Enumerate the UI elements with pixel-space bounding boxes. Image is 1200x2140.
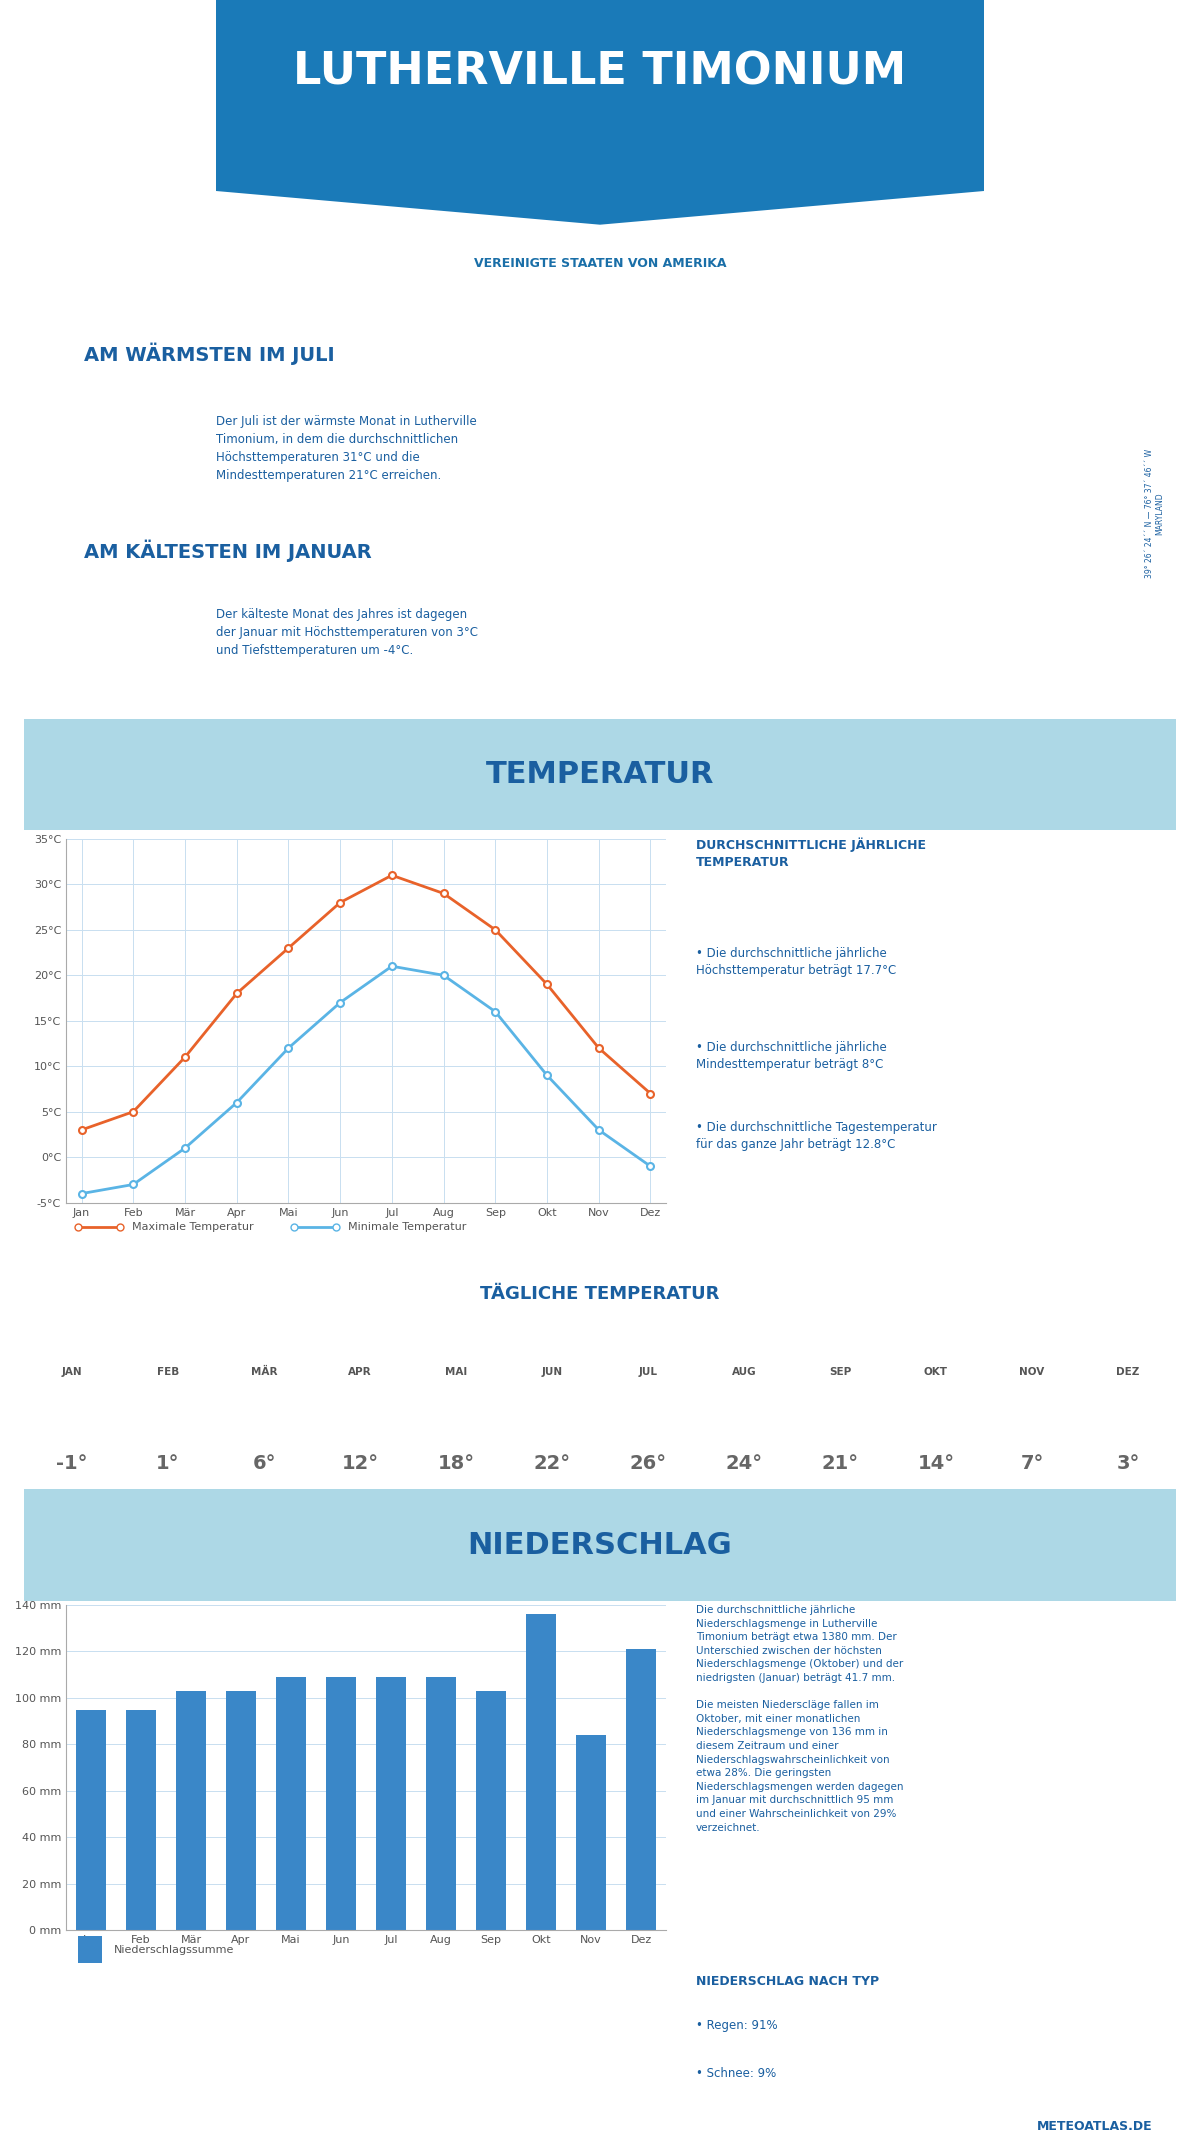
Text: 23%: 23%	[1016, 2035, 1048, 2048]
Text: NIEDERSCHLAG NACH TYP: NIEDERSCHLAG NACH TYP	[696, 1975, 880, 1988]
Text: • Schnee: 9%: • Schnee: 9%	[696, 2067, 776, 2080]
Text: MÄR: MÄR	[251, 1367, 277, 1376]
Text: TÄGLICHE TEMPERATUR: TÄGLICHE TEMPERATUR	[480, 1284, 720, 1303]
Text: 39° 26´ 24´´ N — 76° 37´ 46´´ W
MARYLAND: 39° 26´ 24´´ N — 76° 37´ 46´´ W MARYLAND	[1145, 449, 1165, 578]
Text: LUTHERVILLE TIMONIUM: LUTHERVILLE TIMONIUM	[294, 51, 906, 94]
Text: NIEDERSCHLAGSWAHRSCHEINLICHKEIT: NIEDERSCHLAGSWAHRSCHEINLICHKEIT	[469, 1984, 731, 1997]
Bar	[476, 1691, 506, 1930]
Text: DEZ: DEZ	[1116, 1367, 1140, 1376]
Text: JAN: JAN	[65, 2086, 79, 2095]
Text: 37%: 37%	[344, 2035, 376, 2048]
Text: 3°: 3°	[1116, 1455, 1140, 1472]
Text: Der Juli ist der wärmste Monat in Lutherville
Timonium, in dem die durchschnittl: Der Juli ist der wärmste Monat in Luther…	[216, 415, 476, 482]
Text: OKT: OKT	[924, 1367, 948, 1376]
Text: JUL: JUL	[638, 1367, 658, 1376]
Text: NOV: NOV	[1019, 1367, 1045, 1376]
Text: 7°: 7°	[1020, 1455, 1044, 1472]
Text: Minimale Temperatur: Minimale Temperatur	[348, 1222, 467, 1233]
Bar	[126, 1710, 156, 1930]
Bar	[276, 1678, 306, 1930]
Text: 26°: 26°	[630, 1455, 666, 1472]
Text: 34%: 34%	[536, 2035, 568, 2048]
Bar	[626, 1650, 656, 1930]
Bar	[226, 1691, 256, 1930]
Text: VEREINIGTE STAATEN VON AMERIKA: VEREINIGTE STAATEN VON AMERIKA	[474, 257, 726, 270]
Text: MÄR: MÄR	[254, 2086, 274, 2095]
Text: 21°: 21°	[822, 1455, 858, 1472]
Text: AUG: AUG	[734, 2086, 754, 2095]
Text: 37%: 37%	[440, 2035, 472, 2048]
Text: JAN: JAN	[61, 1367, 83, 1376]
Text: 25%: 25%	[728, 2035, 760, 2048]
Text: 22°: 22°	[534, 1455, 570, 1472]
Text: 6°: 6°	[252, 1455, 276, 1472]
Text: Maximale Temperatur: Maximale Temperatur	[132, 1222, 253, 1233]
Text: DEZ: DEZ	[1120, 2086, 1136, 2095]
Bar	[76, 1710, 106, 1930]
Text: SEP: SEP	[832, 2086, 848, 2095]
Text: 18°: 18°	[438, 1455, 474, 1472]
Text: Niederschlagssumme: Niederschlagssumme	[114, 1945, 234, 1954]
Text: APR: APR	[352, 2086, 368, 2095]
Bar	[526, 1614, 556, 1930]
FancyBboxPatch shape	[0, 1485, 1200, 1605]
Bar	[576, 1736, 606, 1930]
Text: DURCHSCHNITTLICHE JÄHRLICHE
TEMPERATUR: DURCHSCHNITTLICHE JÄHRLICHE TEMPERATUR	[696, 837, 926, 869]
Text: NOV: NOV	[1022, 2086, 1042, 2095]
Text: 24°: 24°	[726, 1455, 762, 1472]
Text: 1°: 1°	[156, 1455, 180, 1472]
Text: TEMPERATUR: TEMPERATUR	[486, 760, 714, 790]
Bar	[176, 1691, 206, 1930]
Text: 35%: 35%	[248, 2035, 280, 2048]
Text: 28%: 28%	[920, 2035, 952, 2048]
Text: 31%: 31%	[1112, 2035, 1144, 2048]
Text: • Regen: 91%: • Regen: 91%	[696, 2018, 778, 2031]
Text: JUN: JUN	[541, 1367, 563, 1376]
Polygon shape	[216, 0, 984, 225]
Text: SEP: SEP	[829, 1367, 851, 1376]
Text: -1°: -1°	[56, 1455, 88, 1472]
Text: NIEDERSCHLAG: NIEDERSCHLAG	[468, 1530, 732, 1560]
Bar	[78, 1937, 102, 1962]
Bar	[326, 1678, 356, 1930]
Text: AM KÄLTESTEN IM JANUAR: AM KÄLTESTEN IM JANUAR	[84, 539, 372, 561]
Text: 12°: 12°	[342, 1455, 378, 1472]
Text: Der kälteste Monat des Jahres ist dagegen
der Januar mit Höchsttemperaturen von : Der kälteste Monat des Jahres ist dagege…	[216, 608, 478, 657]
Text: 35%: 35%	[152, 2035, 184, 2048]
Text: • Die durchschnittliche Tagestemperatur
für das ganze Jahr beträgt 12.8°C: • Die durchschnittliche Tagestemperatur …	[696, 1121, 937, 1151]
Text: APR: APR	[348, 1367, 372, 1376]
Text: JUN: JUN	[545, 2086, 559, 2095]
Text: 24%: 24%	[824, 2035, 856, 2048]
FancyBboxPatch shape	[0, 715, 1200, 835]
Text: MAI: MAI	[445, 1367, 467, 1376]
Text: AUG: AUG	[732, 1367, 756, 1376]
Text: 23%: 23%	[632, 2035, 664, 2048]
Text: FEB: FEB	[157, 1367, 179, 1376]
Text: 29%: 29%	[56, 2035, 88, 2048]
Text: AM WÄRMSTEN IM JULI: AM WÄRMSTEN IM JULI	[84, 342, 335, 364]
Text: FEB: FEB	[160, 2086, 176, 2095]
Text: Die durchschnittliche jährliche
Niederschlagsmenge in Lutherville
Timonium beträ: Die durchschnittliche jährliche Niedersc…	[696, 1605, 904, 1832]
Text: MAI: MAI	[449, 2086, 463, 2095]
Bar	[426, 1678, 456, 1930]
Text: JUL: JUL	[641, 2086, 655, 2095]
Bar	[376, 1678, 406, 1930]
Text: • Die durchschnittliche jährliche
Höchsttemperatur beträgt 17.7°C: • Die durchschnittliche jährliche Höchst…	[696, 946, 896, 976]
Text: METEOATLAS.DE: METEOATLAS.DE	[1037, 2119, 1152, 2134]
Text: OKT: OKT	[928, 2086, 944, 2095]
Text: • Die durchschnittliche jährliche
Mindesttemperatur beträgt 8°C: • Die durchschnittliche jährliche Mindes…	[696, 1042, 887, 1072]
Text: 14°: 14°	[918, 1455, 954, 1472]
